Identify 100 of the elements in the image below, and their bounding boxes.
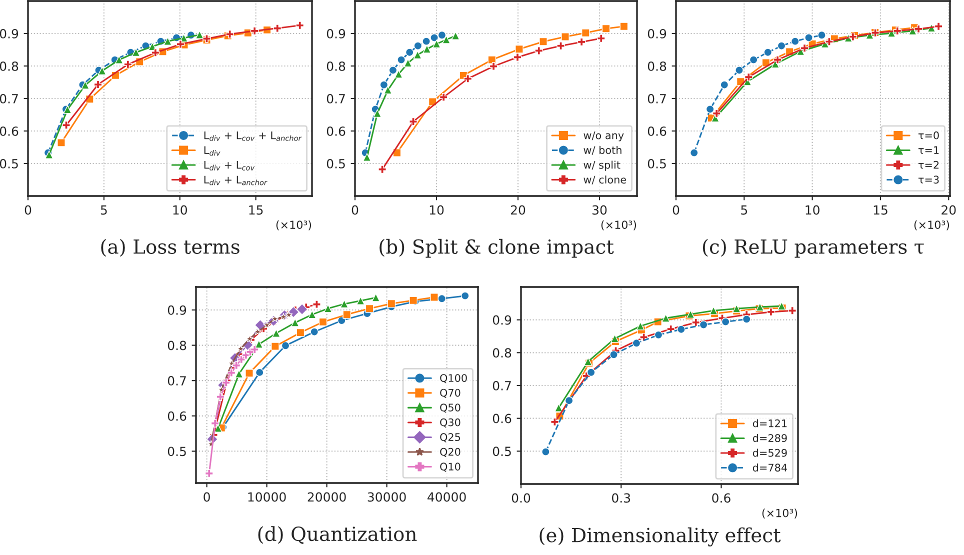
y-tick-label: 0.7	[0, 94, 18, 104]
legend-label: Q10	[440, 462, 460, 472]
point	[280, 312, 288, 320]
point	[430, 293, 438, 302]
point	[237, 355, 246, 364]
x-tick-label: 0	[24, 205, 32, 215]
point	[735, 66, 744, 74]
x-tick-label: 5	[100, 205, 107, 215]
point	[788, 306, 796, 315]
point	[124, 60, 132, 69]
point	[515, 44, 524, 54]
y-tick-label: 0.5	[326, 158, 345, 168]
y-tick-label: 0.5	[168, 446, 186, 456]
y-tick-label: 0.5	[492, 446, 511, 456]
point	[380, 80, 388, 90]
y-tick-label: 0.7	[492, 380, 511, 390]
point	[210, 419, 220, 428]
x-tick-label: 20	[942, 205, 956, 215]
point	[250, 345, 259, 354]
point	[57, 138, 66, 147]
point	[290, 318, 300, 327]
point	[439, 93, 448, 102]
legend-label: τ=0	[918, 131, 939, 140]
point	[422, 44, 432, 54]
legend-label: d=784	[752, 464, 787, 472]
y-tick-label: 0.7	[648, 94, 666, 104]
y-tick-label: 0.6	[168, 411, 186, 421]
x-tick-label: 0	[204, 492, 210, 502]
legend-label: L$_{div}$ + L$_{cov}$	[204, 161, 255, 170]
point	[232, 361, 241, 370]
x-tick-label: 0	[352, 205, 358, 215]
y-tick-label: 0.9	[492, 315, 512, 325]
text: (b) Split & clone impact	[380, 238, 614, 258]
point	[460, 292, 470, 300]
point	[318, 318, 328, 326]
point	[934, 22, 943, 31]
legend-label: Q50	[440, 404, 460, 413]
point	[620, 22, 628, 31]
point	[818, 30, 826, 40]
point	[250, 26, 259, 36]
text: (a) Loss terms	[101, 238, 240, 257]
point	[422, 37, 430, 46]
y-tick-label: 0.6	[0, 126, 18, 136]
point	[586, 368, 596, 377]
point	[340, 300, 348, 308]
point	[766, 308, 776, 316]
point	[744, 72, 753, 82]
point	[602, 24, 610, 33]
point	[690, 148, 698, 157]
x-tick-label: 40000	[428, 492, 466, 502]
x-tick-label: 10	[806, 205, 820, 215]
point	[324, 304, 332, 313]
point	[388, 66, 398, 74]
point	[151, 48, 160, 57]
point	[296, 21, 304, 30]
point	[561, 32, 570, 41]
point	[764, 48, 772, 57]
x-tick-label: 0.0	[512, 493, 530, 503]
point	[387, 299, 396, 308]
point	[654, 330, 663, 340]
point	[581, 28, 590, 38]
point	[732, 304, 741, 313]
point	[550, 418, 559, 426]
point	[430, 34, 438, 42]
point	[176, 40, 185, 48]
x-tick-label: 10	[430, 205, 444, 215]
point	[438, 294, 446, 303]
point	[749, 56, 758, 64]
point	[542, 448, 550, 456]
point	[81, 81, 90, 90]
point	[296, 303, 308, 315]
y-tick-label: 0.8	[492, 348, 512, 358]
point	[98, 66, 106, 76]
y-tick-label: 0.5	[0, 158, 18, 168]
point	[534, 46, 544, 55]
legend-label: L$_{div}$	[204, 146, 220, 156]
point	[513, 53, 522, 62]
point	[464, 74, 472, 83]
y-tick-label: 0.9	[326, 28, 346, 38]
text: (c) ReLU parameters τ	[702, 238, 924, 258]
y-tick-label: 0.8	[0, 61, 18, 71]
y-tick-label: 0.6	[648, 126, 666, 136]
point	[539, 37, 548, 46]
text: (×10³)	[276, 220, 312, 230]
point	[405, 48, 414, 57]
point	[409, 117, 418, 126]
legend-label: Q70	[440, 388, 460, 398]
point	[742, 315, 751, 324]
point	[432, 40, 441, 48]
legend-label: Q25	[440, 433, 460, 442]
y-tick-label: 0.8	[648, 61, 666, 71]
point	[164, 37, 172, 46]
point	[227, 368, 236, 377]
point	[706, 105, 714, 114]
point	[677, 325, 686, 334]
point	[281, 341, 290, 350]
y-tick-label: 0.5	[648, 158, 666, 168]
point	[554, 404, 563, 412]
legend-label: w/ both	[584, 146, 622, 155]
point	[914, 24, 923, 34]
